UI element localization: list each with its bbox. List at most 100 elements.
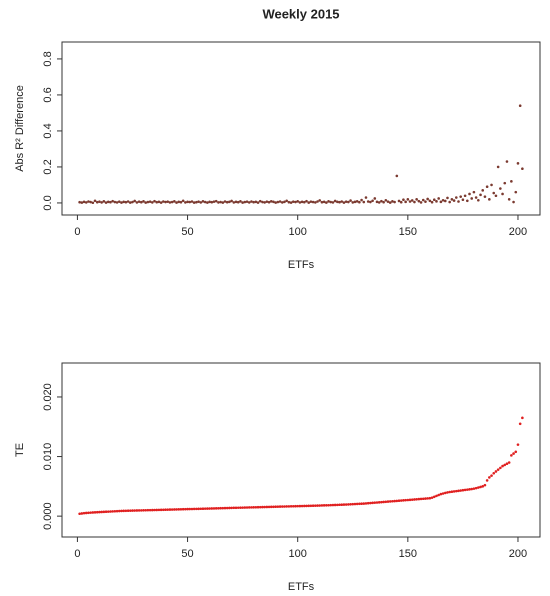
point — [234, 506, 238, 510]
point — [217, 201, 220, 204]
point — [510, 180, 513, 183]
point — [173, 200, 176, 203]
point — [454, 489, 458, 493]
point — [283, 200, 286, 204]
point — [135, 201, 139, 204]
point — [375, 501, 379, 504]
point — [122, 509, 125, 513]
point — [336, 200, 339, 204]
point — [261, 200, 264, 204]
point — [309, 200, 313, 203]
point — [170, 200, 174, 204]
point — [349, 502, 352, 506]
point — [446, 196, 449, 200]
point — [472, 190, 476, 194]
point — [388, 500, 392, 503]
point — [80, 201, 84, 204]
point — [305, 199, 308, 203]
point — [402, 198, 405, 201]
point — [157, 508, 161, 512]
point — [446, 491, 449, 494]
point — [113, 200, 117, 204]
point — [186, 200, 189, 204]
point — [410, 199, 414, 202]
point — [117, 200, 121, 203]
point — [358, 502, 361, 506]
point — [450, 198, 454, 201]
point — [518, 422, 522, 426]
point — [168, 201, 172, 204]
point — [490, 183, 493, 187]
point — [219, 200, 222, 204]
point — [413, 498, 416, 501]
point — [496, 165, 500, 169]
point — [82, 511, 86, 515]
point — [479, 193, 482, 197]
point — [280, 505, 284, 508]
point — [276, 200, 280, 204]
point — [285, 505, 288, 508]
point — [518, 104, 522, 108]
point — [494, 470, 498, 473]
point — [93, 199, 97, 203]
point — [331, 503, 335, 507]
point — [106, 510, 110, 513]
point — [382, 200, 385, 204]
point — [113, 509, 117, 513]
point — [245, 200, 249, 203]
point — [366, 200, 370, 203]
point — [137, 200, 141, 203]
point — [263, 201, 266, 204]
point — [102, 200, 106, 203]
point — [199, 201, 203, 204]
point — [87, 200, 90, 203]
point — [162, 508, 165, 512]
chart-title: Weekly 2015 — [262, 6, 339, 21]
point — [355, 502, 359, 506]
point — [331, 201, 335, 204]
point — [472, 487, 476, 490]
point — [300, 504, 304, 508]
point — [201, 507, 205, 510]
point — [516, 443, 520, 446]
point — [512, 200, 515, 204]
point — [347, 503, 350, 506]
point — [507, 198, 511, 201]
point — [404, 200, 407, 204]
point — [148, 508, 152, 512]
point — [342, 201, 346, 204]
point — [360, 198, 363, 202]
point — [454, 196, 458, 199]
point — [441, 198, 445, 202]
point — [309, 504, 313, 508]
point — [505, 462, 509, 466]
point — [375, 200, 379, 204]
point — [117, 509, 121, 513]
point — [303, 504, 306, 508]
x-axis-label: ETFs — [288, 259, 315, 271]
point — [340, 503, 344, 507]
point — [485, 185, 489, 189]
x-axis-label: ETFs — [288, 581, 315, 593]
point — [276, 505, 280, 508]
point — [393, 200, 396, 204]
point — [175, 508, 178, 511]
point — [164, 508, 167, 512]
point — [142, 200, 145, 203]
point — [377, 201, 381, 204]
point — [386, 500, 390, 503]
point — [488, 198, 491, 201]
point — [148, 200, 152, 203]
point — [210, 200, 214, 204]
point — [514, 190, 518, 194]
point — [333, 199, 337, 203]
point — [181, 199, 185, 203]
point — [95, 200, 99, 204]
point — [303, 200, 306, 204]
point — [230, 506, 233, 510]
point — [430, 496, 434, 499]
point — [419, 497, 423, 501]
point — [210, 507, 214, 510]
point — [188, 200, 192, 204]
point — [212, 507, 216, 510]
